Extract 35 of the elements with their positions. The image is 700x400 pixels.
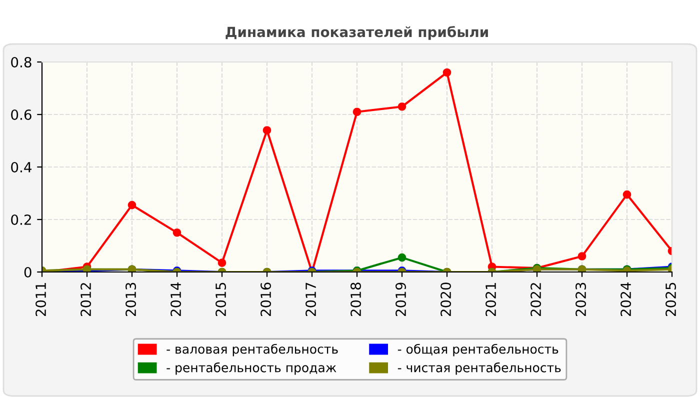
y-tick-label: 0.4 (11, 162, 32, 172)
x-tick-label: 2018 (350, 282, 362, 316)
point (172, 228, 182, 237)
chart-title: Динамика показателей прибыли (226, 26, 488, 40)
x-tick-label: 2015 (216, 282, 226, 316)
legend-label: - валовая рентабельность (166, 344, 338, 356)
y-tick-label: 0 (24, 266, 32, 278)
x-tick-label: 2017 (306, 282, 316, 316)
x-tick-label: 2024 (620, 282, 632, 316)
point (622, 190, 632, 199)
x-tick-label: 2022 (530, 283, 542, 316)
x-tick-label: 2025 (666, 282, 676, 316)
y-tick-label: 0.2 (11, 214, 31, 225)
point (218, 258, 226, 267)
x-tick-label: 2013 (126, 282, 136, 316)
legend-label: - чистая рентабельность (398, 362, 561, 375)
x-tick-label: 2011 (36, 283, 46, 316)
point (578, 252, 586, 260)
x-tick-label: 2014 (170, 282, 182, 316)
point (262, 126, 272, 134)
x-tick-label: 2019 (396, 282, 406, 316)
point (442, 68, 452, 77)
legend-label: - общая рентабельность (398, 344, 558, 356)
y-tick-label: 0.6 (11, 109, 32, 120)
legend-label: - рентабельность продаж (166, 362, 336, 375)
x-tick-label: 2021 (486, 283, 496, 316)
x-tick-label: 2016 (260, 282, 272, 316)
point (128, 200, 136, 210)
y-tick-label: 0.8 (11, 56, 32, 68)
x-tick-label: 2023 (576, 282, 586, 316)
x-tick-label: 2020 (440, 282, 452, 316)
point (352, 108, 362, 116)
point (398, 102, 406, 111)
point (398, 253, 406, 262)
x-tick-label: 2012 (80, 283, 92, 316)
